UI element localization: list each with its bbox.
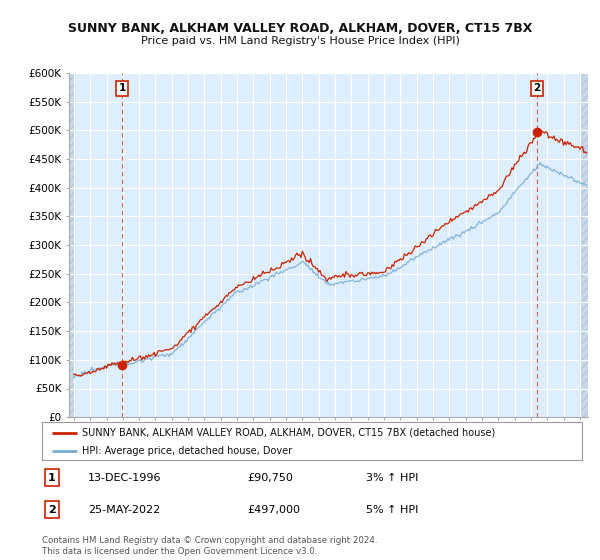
Text: 1: 1 [48,473,56,483]
Text: 13-DEC-1996: 13-DEC-1996 [88,473,161,483]
Text: SUNNY BANK, ALKHAM VALLEY ROAD, ALKHAM, DOVER, CT15 7BX: SUNNY BANK, ALKHAM VALLEY ROAD, ALKHAM, … [68,22,532,35]
Text: Contains HM Land Registry data © Crown copyright and database right 2024.
This d: Contains HM Land Registry data © Crown c… [42,536,377,556]
Text: 5% ↑ HPI: 5% ↑ HPI [366,505,418,515]
Text: SUNNY BANK, ALKHAM VALLEY ROAD, ALKHAM, DOVER, CT15 7BX (detached house): SUNNY BANK, ALKHAM VALLEY ROAD, ALKHAM, … [83,428,496,438]
Text: HPI: Average price, detached house, Dover: HPI: Average price, detached house, Dove… [83,446,293,456]
Bar [580,73,588,417]
Text: 2: 2 [48,505,56,515]
Text: £497,000: £497,000 [247,505,300,515]
Text: 3% ↑ HPI: 3% ↑ HPI [366,473,418,483]
Text: £90,750: £90,750 [247,473,293,483]
Text: 2: 2 [533,83,541,93]
Text: 1: 1 [118,83,125,93]
Bar [69,73,74,417]
Text: 25-MAY-2022: 25-MAY-2022 [88,505,160,515]
Text: Price paid vs. HM Land Registry's House Price Index (HPI): Price paid vs. HM Land Registry's House … [140,36,460,46]
